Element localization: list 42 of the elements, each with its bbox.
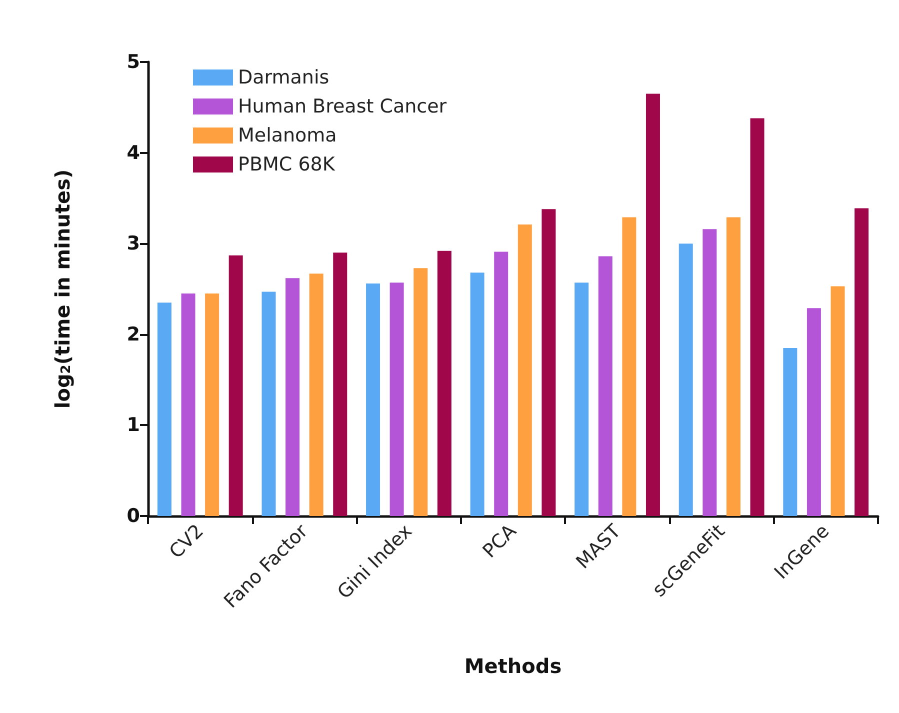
- bar: [678, 244, 693, 516]
- bar: [157, 302, 172, 516]
- bar: [181, 294, 196, 516]
- legend-label: Melanoma: [238, 124, 337, 146]
- bar: [646, 94, 660, 516]
- bar: [262, 292, 276, 516]
- x-tick-label: CV2: [165, 520, 208, 563]
- bar: [806, 308, 821, 516]
- bar: [286, 278, 300, 516]
- bar: [414, 268, 428, 516]
- x-axis-title: Methods: [464, 654, 562, 678]
- legend-label: Darmanis: [238, 66, 330, 88]
- bar: [726, 217, 740, 516]
- y-tick-label: 5: [126, 51, 140, 73]
- bar: [309, 274, 324, 516]
- y-axis-title: log2(time in minutes): [50, 169, 74, 409]
- y-tick-label: 0: [126, 505, 140, 527]
- y-tick-label: 4: [126, 142, 140, 164]
- bar: [574, 282, 589, 516]
- bar: [518, 224, 532, 516]
- bar: [366, 284, 380, 516]
- y-tick-label: 1: [126, 414, 140, 436]
- bar: [494, 252, 508, 516]
- bar: [750, 118, 764, 516]
- bar: [228, 255, 243, 516]
- x-tick-label: PCA: [478, 520, 521, 562]
- bar: [598, 256, 612, 516]
- bar: [205, 294, 220, 516]
- y-tick-label: 3: [126, 232, 140, 255]
- bar: [390, 282, 404, 516]
- legend-label: Human Breast Cancer: [238, 96, 447, 118]
- y-tick-label: 2: [126, 323, 140, 346]
- bar: [542, 209, 556, 516]
- bar: [702, 229, 717, 516]
- bar: [830, 286, 845, 516]
- bar: [622, 217, 636, 516]
- bar: [333, 252, 348, 516]
- legend-label: PBMC 68K: [238, 154, 336, 176]
- bar: [470, 272, 484, 516]
- bar: [437, 250, 452, 516]
- bar: [783, 348, 798, 516]
- bar: [854, 208, 869, 516]
